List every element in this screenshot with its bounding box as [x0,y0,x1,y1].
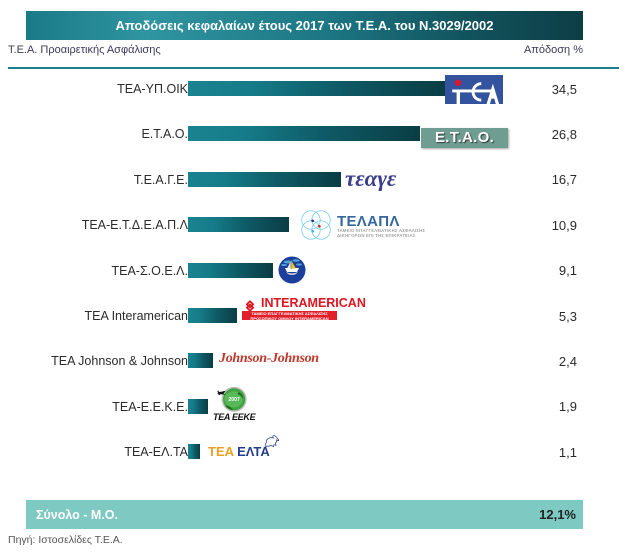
svg-text:2007: 2007 [228,397,239,403]
